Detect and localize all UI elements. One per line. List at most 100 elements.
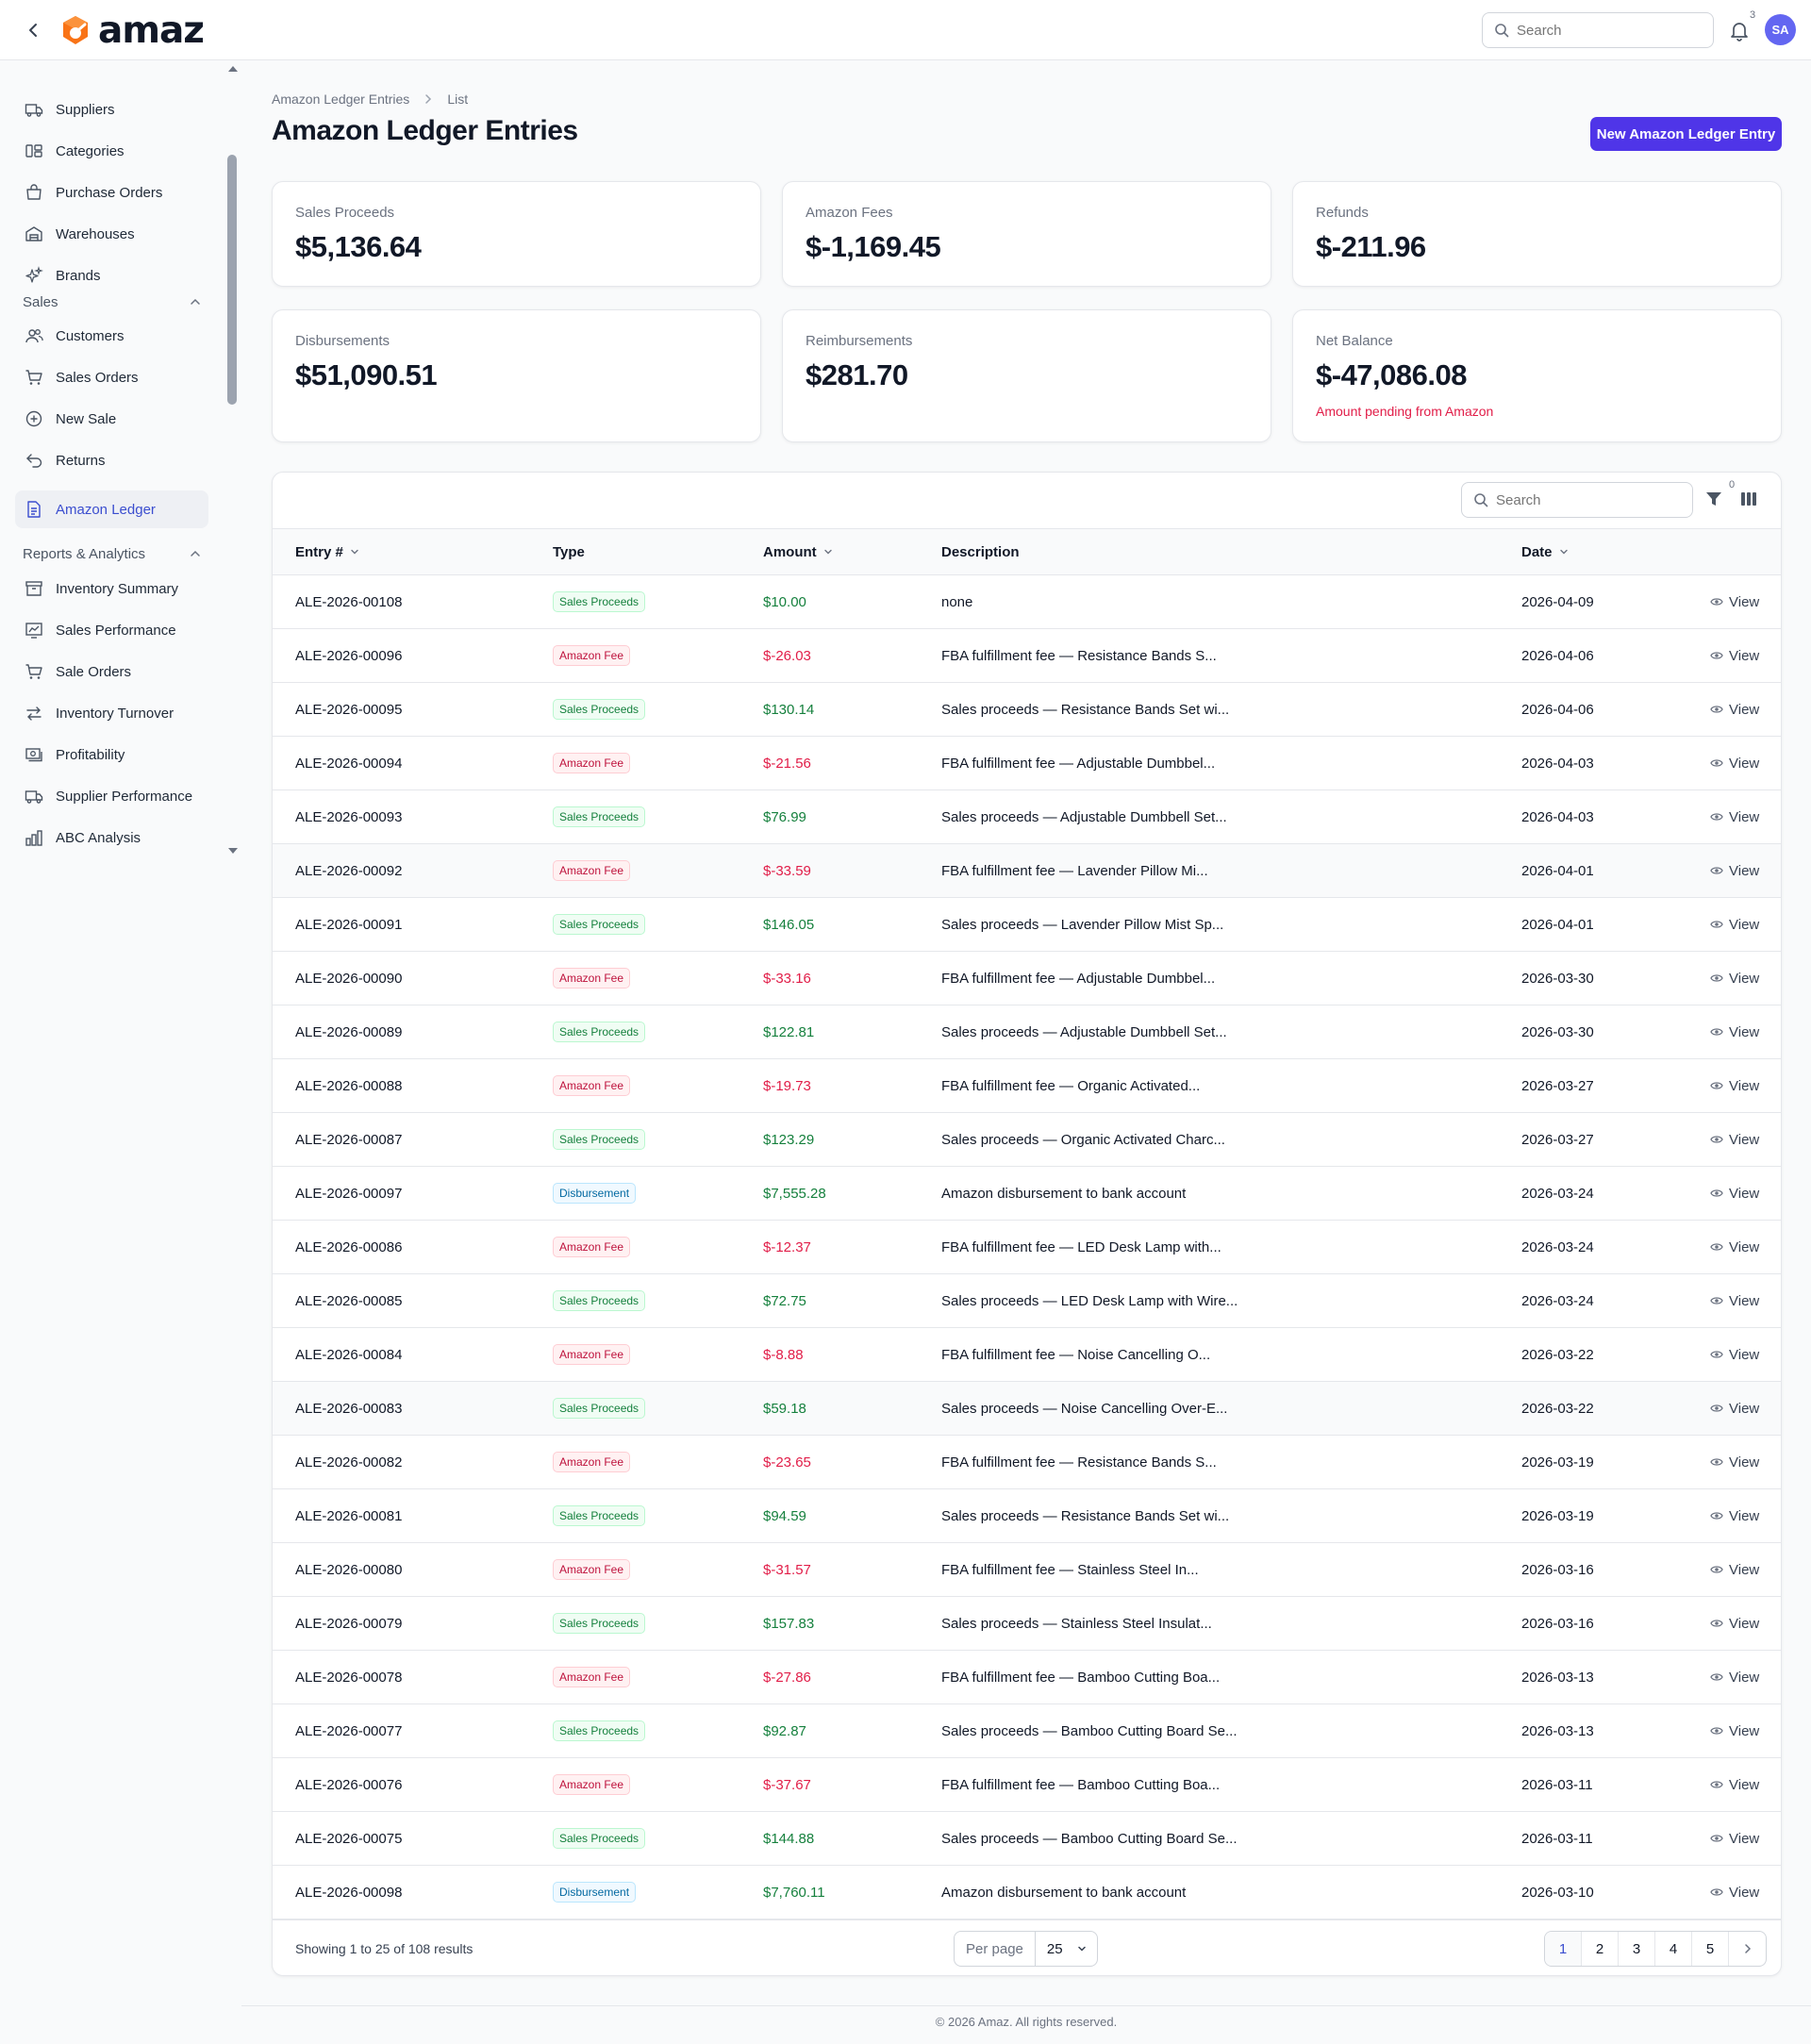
sidebar-item-supplier-performance[interactable]: Supplier Performance <box>15 777 208 815</box>
table-row[interactable]: ALE-2026-00075 Sales Proceeds $144.88 Sales… <box>273 1812 1781 1866</box>
view-link[interactable]: View <box>1710 1167 1759 1220</box>
table-row[interactable]: ALE-2026-00092 Amazon Fee $-33.59 FBA fulfi… <box>273 844 1781 898</box>
brand-logo[interactable]: amaz <box>58 9 205 52</box>
sidebar-item-amazon-ledger[interactable]: Amazon Ledger <box>15 490 208 528</box>
table-row[interactable]: ALE-2026-00082 Amazon Fee $-23.65 FBA fulfi… <box>273 1436 1781 1489</box>
page-button[interactable]: 2 <box>1582 1932 1619 1966</box>
page-button[interactable]: 3 <box>1619 1932 1655 1966</box>
view-link[interactable]: View <box>1710 1597 1759 1650</box>
view-link[interactable]: View <box>1710 737 1759 789</box>
table-row[interactable]: ALE-2026-00097 Disbursement $7,555.28 Amazo… <box>273 1167 1781 1221</box>
table-row[interactable]: ALE-2026-00086 Amazon Fee $-12.37 FBA fulfi… <box>273 1221 1781 1274</box>
table-row[interactable]: ALE-2026-00079 Sales Proceeds $157.83 Sales… <box>273 1597 1781 1651</box>
back-icon[interactable] <box>21 17 47 43</box>
table-row[interactable]: ALE-2026-00089 Sales Proceeds $122.81 Sales… <box>273 1005 1781 1059</box>
sidebar-item-sales-orders[interactable]: Sales Orders <box>15 358 208 396</box>
amount-cell: $-8.88 <box>763 1346 804 1363</box>
table-row[interactable]: ALE-2026-00088 Amazon Fee $-19.73 FBA fulfi… <box>273 1059 1781 1113</box>
sidebar-item-inventory-summary[interactable]: Inventory Summary <box>15 570 208 607</box>
view-link[interactable]: View <box>1710 1382 1759 1435</box>
table-row[interactable]: ALE-2026-00078 Amazon Fee $-27.86 FBA fulfi… <box>273 1651 1781 1704</box>
sidebar-item-brands[interactable]: Brands <box>15 257 208 294</box>
global-search[interactable] <box>1482 12 1714 48</box>
table-row[interactable]: ALE-2026-00077 Sales Proceeds $92.87 Sales … <box>273 1704 1781 1758</box>
view-link[interactable]: View <box>1710 1005 1759 1058</box>
sidebar-item-warehouses[interactable]: Warehouses <box>15 215 208 253</box>
view-link[interactable]: View <box>1710 629 1759 682</box>
view-link[interactable]: View <box>1710 1704 1759 1757</box>
sidebar-scrollbar[interactable] <box>227 155 237 405</box>
page-button[interactable]: 1 <box>1545 1932 1582 1966</box>
view-link[interactable]: View <box>1710 1543 1759 1596</box>
view-link[interactable]: View <box>1710 1274 1759 1327</box>
sidebar-item-inventory-turnover[interactable]: Inventory Turnover <box>15 694 208 732</box>
table-row[interactable]: ALE-2026-00090 Amazon Fee $-33.16 FBA fulfi… <box>273 952 1781 1005</box>
table-row[interactable]: ALE-2026-00108 Sales Proceeds $10.00 none 20… <box>273 575 1781 629</box>
scroll-up-arrow-icon[interactable] <box>226 64 240 74</box>
view-link[interactable]: View <box>1710 1812 1759 1865</box>
table-row[interactable]: ALE-2026-00093 Sales Proceeds $76.99 Sales … <box>273 790 1781 844</box>
view-link[interactable]: View <box>1710 575 1759 628</box>
next-page-button[interactable] <box>1729 1932 1766 1966</box>
per-page-value[interactable]: 25 <box>1036 1932 1097 1966</box>
columns-icon[interactable] <box>1739 490 1760 510</box>
new-ledger-entry-button[interactable]: New Amazon Ledger Entry <box>1590 117 1782 151</box>
sidebar-group-sales[interactable]: Sales <box>23 288 202 316</box>
sidebar-group-reports[interactable]: Reports & Analytics <box>23 540 202 568</box>
table-row[interactable]: ALE-2026-00095 Sales Proceeds $130.14 Sales… <box>273 683 1781 737</box>
sidebar-item-suppliers[interactable]: Suppliers <box>15 91 208 128</box>
entry-number: ALE-2026-00075 <box>295 1830 403 1847</box>
column-header-amount[interactable]: Amount <box>763 529 834 574</box>
table-row[interactable]: ALE-2026-00084 Amazon Fee $-8.88 FBA fulfil… <box>273 1328 1781 1382</box>
breadcrumb-link[interactable]: Amazon Ledger Entries <box>272 91 410 107</box>
scroll-down-arrow-icon[interactable] <box>226 846 240 856</box>
sidebar-item-sale-orders[interactable]: Sale Orders <box>15 653 208 690</box>
view-link[interactable]: View <box>1710 1489 1759 1542</box>
table-row[interactable]: ALE-2026-00091 Sales Proceeds $146.05 Sales… <box>273 898 1781 952</box>
table-row[interactable]: ALE-2026-00098 Disbursement $7,760.11 Amazo… <box>273 1866 1781 1919</box>
sidebar-item-returns[interactable]: Returns <box>15 441 208 479</box>
sidebar-item-new-sale[interactable]: New Sale <box>15 400 208 438</box>
sidebar-item-abc-analysis[interactable]: ABC Analysis <box>15 819 208 856</box>
view-link[interactable]: View <box>1710 790 1759 843</box>
table-row[interactable]: ALE-2026-00087 Sales Proceeds $123.29 Sales… <box>273 1113 1781 1167</box>
table-row[interactable]: ALE-2026-00094 Amazon Fee $-21.56 FBA fulfi… <box>273 737 1781 790</box>
view-link[interactable]: View <box>1710 844 1759 897</box>
sidebar-item-categories[interactable]: Categories <box>15 132 208 170</box>
bell-icon[interactable] <box>1726 17 1753 43</box>
view-link[interactable]: View <box>1710 683 1759 736</box>
filter-icon[interactable] <box>1704 490 1725 510</box>
table-row[interactable]: ALE-2026-00081 Sales Proceeds $94.59 Sales … <box>273 1489 1781 1543</box>
table-row[interactable]: ALE-2026-00076 Amazon Fee $-37.67 FBA fulfi… <box>273 1758 1781 1812</box>
per-page-select[interactable]: Per page 25 <box>954 1931 1098 1967</box>
view-link[interactable]: View <box>1710 1866 1759 1919</box>
view-label: View <box>1729 1830 1760 1847</box>
stat-card-disbursements: Disbursements $51,090.51 <box>272 309 761 442</box>
view-link[interactable]: View <box>1710 1113 1759 1166</box>
page-button[interactable]: 4 <box>1655 1932 1692 1966</box>
type-cell: Sales Proceeds <box>553 1382 646 1435</box>
table-row[interactable]: ALE-2026-00096 Amazon Fee $-26.03 FBA fulfi… <box>273 629 1781 683</box>
sidebar-item-purchase-orders[interactable]: Purchase Orders <box>15 174 208 211</box>
table-search[interactable] <box>1461 482 1693 518</box>
view-link[interactable]: View <box>1710 1328 1759 1381</box>
table-row[interactable]: ALE-2026-00083 Sales Proceeds $59.18 Sales … <box>273 1382 1781 1436</box>
column-header-date[interactable]: Date <box>1521 529 1570 574</box>
page-button[interactable]: 5 <box>1692 1932 1729 1966</box>
table-row[interactable]: ALE-2026-00080 Amazon Fee $-31.57 FBA fulfi… <box>273 1543 1781 1597</box>
view-link[interactable]: View <box>1710 1651 1759 1703</box>
view-link[interactable]: View <box>1710 1758 1759 1811</box>
table-search-input[interactable] <box>1496 491 1675 508</box>
table-row[interactable]: ALE-2026-00085 Sales Proceeds $72.75 Sales … <box>273 1274 1781 1328</box>
view-link[interactable]: View <box>1710 898 1759 951</box>
sidebar-item-customers[interactable]: Customers <box>15 317 208 355</box>
column-header-entry[interactable]: Entry # <box>295 529 360 574</box>
avatar[interactable]: SA <box>1765 14 1796 45</box>
view-link[interactable]: View <box>1710 1436 1759 1488</box>
sidebar-item-sales-performance[interactable]: Sales Performance <box>15 611 208 649</box>
sidebar-item-profitability[interactable]: Profitability <box>15 736 208 773</box>
view-link[interactable]: View <box>1710 1059 1759 1112</box>
view-link[interactable]: View <box>1710 952 1759 1005</box>
global-search-input[interactable] <box>1517 22 1696 39</box>
view-link[interactable]: View <box>1710 1221 1759 1273</box>
